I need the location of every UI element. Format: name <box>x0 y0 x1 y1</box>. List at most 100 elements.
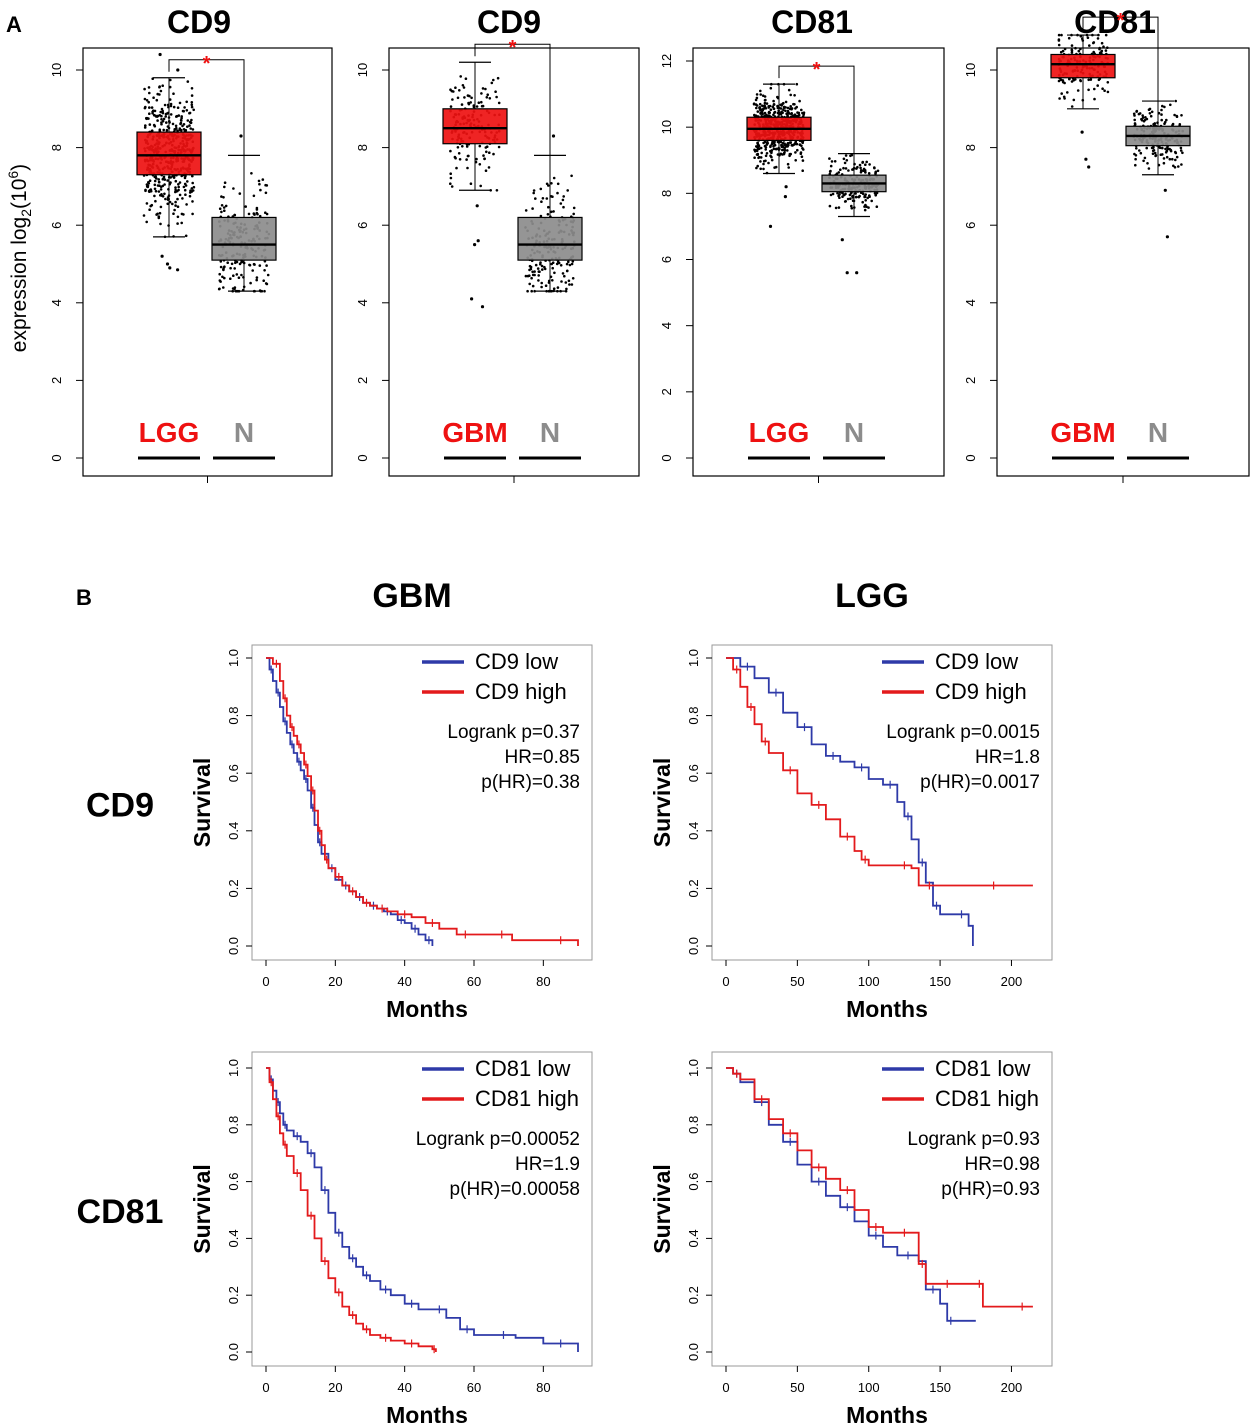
x-tick-label: 0 <box>722 1380 729 1395</box>
data-point <box>466 154 470 158</box>
box-gbm <box>442 108 508 145</box>
data-point <box>469 182 473 185</box>
data-point <box>143 106 147 110</box>
x-tick-label: 200 <box>1001 1380 1023 1395</box>
data-point <box>490 81 494 85</box>
data-point <box>175 126 178 130</box>
data-point <box>174 204 177 207</box>
data-point <box>864 199 867 202</box>
data-point <box>830 160 834 163</box>
data-point <box>154 189 158 193</box>
y-tick-label: 0.0 <box>686 1343 701 1361</box>
data-point <box>844 192 847 196</box>
data-point <box>863 208 867 212</box>
data-point <box>798 143 802 146</box>
data-point <box>863 195 867 199</box>
group-label-n: N <box>234 417 254 448</box>
data-point <box>796 148 799 152</box>
data-point <box>457 152 461 155</box>
data-point <box>219 265 223 269</box>
data-point <box>540 281 543 285</box>
plot-frame <box>692 47 945 477</box>
data-point <box>449 149 452 153</box>
outlier-point <box>784 185 788 189</box>
data-point <box>1066 91 1069 94</box>
data-point <box>834 206 838 210</box>
data-point <box>756 164 759 168</box>
data-point <box>238 192 242 195</box>
data-point <box>757 144 760 147</box>
data-point <box>801 169 804 172</box>
data-point <box>1059 50 1063 54</box>
data-point <box>562 205 565 209</box>
significance-bracket <box>168 59 245 156</box>
legend-label-low: CD9 low <box>935 649 1018 674</box>
data-point <box>223 276 226 280</box>
data-point <box>1152 146 1155 149</box>
data-point <box>567 260 570 264</box>
y-tick-label: 4 <box>659 322 674 329</box>
data-point <box>186 119 190 122</box>
data-point <box>862 167 866 171</box>
data-point <box>845 159 849 162</box>
y-tick-label: 0.4 <box>686 822 701 840</box>
data-point <box>1144 116 1147 119</box>
data-point <box>184 174 187 178</box>
data-point <box>1154 154 1157 158</box>
data-point <box>264 282 268 285</box>
data-point <box>1143 156 1147 160</box>
data-point <box>1060 33 1063 37</box>
data-point <box>1057 39 1061 42</box>
y-tick-label: 0 <box>659 454 674 461</box>
data-point <box>479 184 483 188</box>
data-point <box>754 103 758 106</box>
data-point <box>764 148 767 151</box>
data-point <box>756 110 760 113</box>
data-point <box>483 157 486 161</box>
data-point <box>165 121 168 124</box>
data-point <box>530 289 533 293</box>
data-point <box>779 152 783 156</box>
data-point <box>551 266 554 270</box>
data-point <box>481 87 485 90</box>
data-point <box>449 105 453 108</box>
x-tick-label: 100 <box>858 1380 880 1395</box>
data-point <box>851 195 854 198</box>
group-label-n: N <box>844 417 864 448</box>
outlier-point <box>470 297 474 301</box>
data-point <box>772 107 776 111</box>
data-point <box>867 206 870 209</box>
x-tick-label: 0 <box>262 974 269 989</box>
data-point <box>1177 165 1180 168</box>
data-point <box>1148 112 1152 115</box>
data-point <box>1072 98 1076 102</box>
data-point <box>1096 84 1099 87</box>
outlier-point <box>855 271 859 275</box>
data-point <box>166 179 169 182</box>
data-point <box>1106 46 1109 49</box>
data-point <box>1135 147 1138 150</box>
data-point <box>218 207 222 210</box>
chart-title: CD9 <box>167 4 231 40</box>
data-point <box>564 289 568 293</box>
data-point <box>177 183 180 186</box>
stats-line: Logrank p=0.00052 <box>416 1129 580 1150</box>
data-point <box>153 187 157 191</box>
data-point <box>159 110 162 114</box>
data-point <box>784 100 788 104</box>
data-point <box>478 144 482 148</box>
column-title: GBM <box>372 577 451 615</box>
data-point <box>222 206 226 209</box>
data-point <box>249 281 252 285</box>
data-point <box>186 125 189 128</box>
data-point <box>219 280 222 283</box>
y-tick-label: 10 <box>49 63 64 77</box>
x-tick-label: 60 <box>467 1380 481 1395</box>
data-point <box>182 213 185 216</box>
data-point <box>164 115 167 118</box>
data-point <box>455 166 458 170</box>
data-point <box>264 191 268 195</box>
data-point <box>839 168 842 171</box>
data-point <box>494 90 497 93</box>
